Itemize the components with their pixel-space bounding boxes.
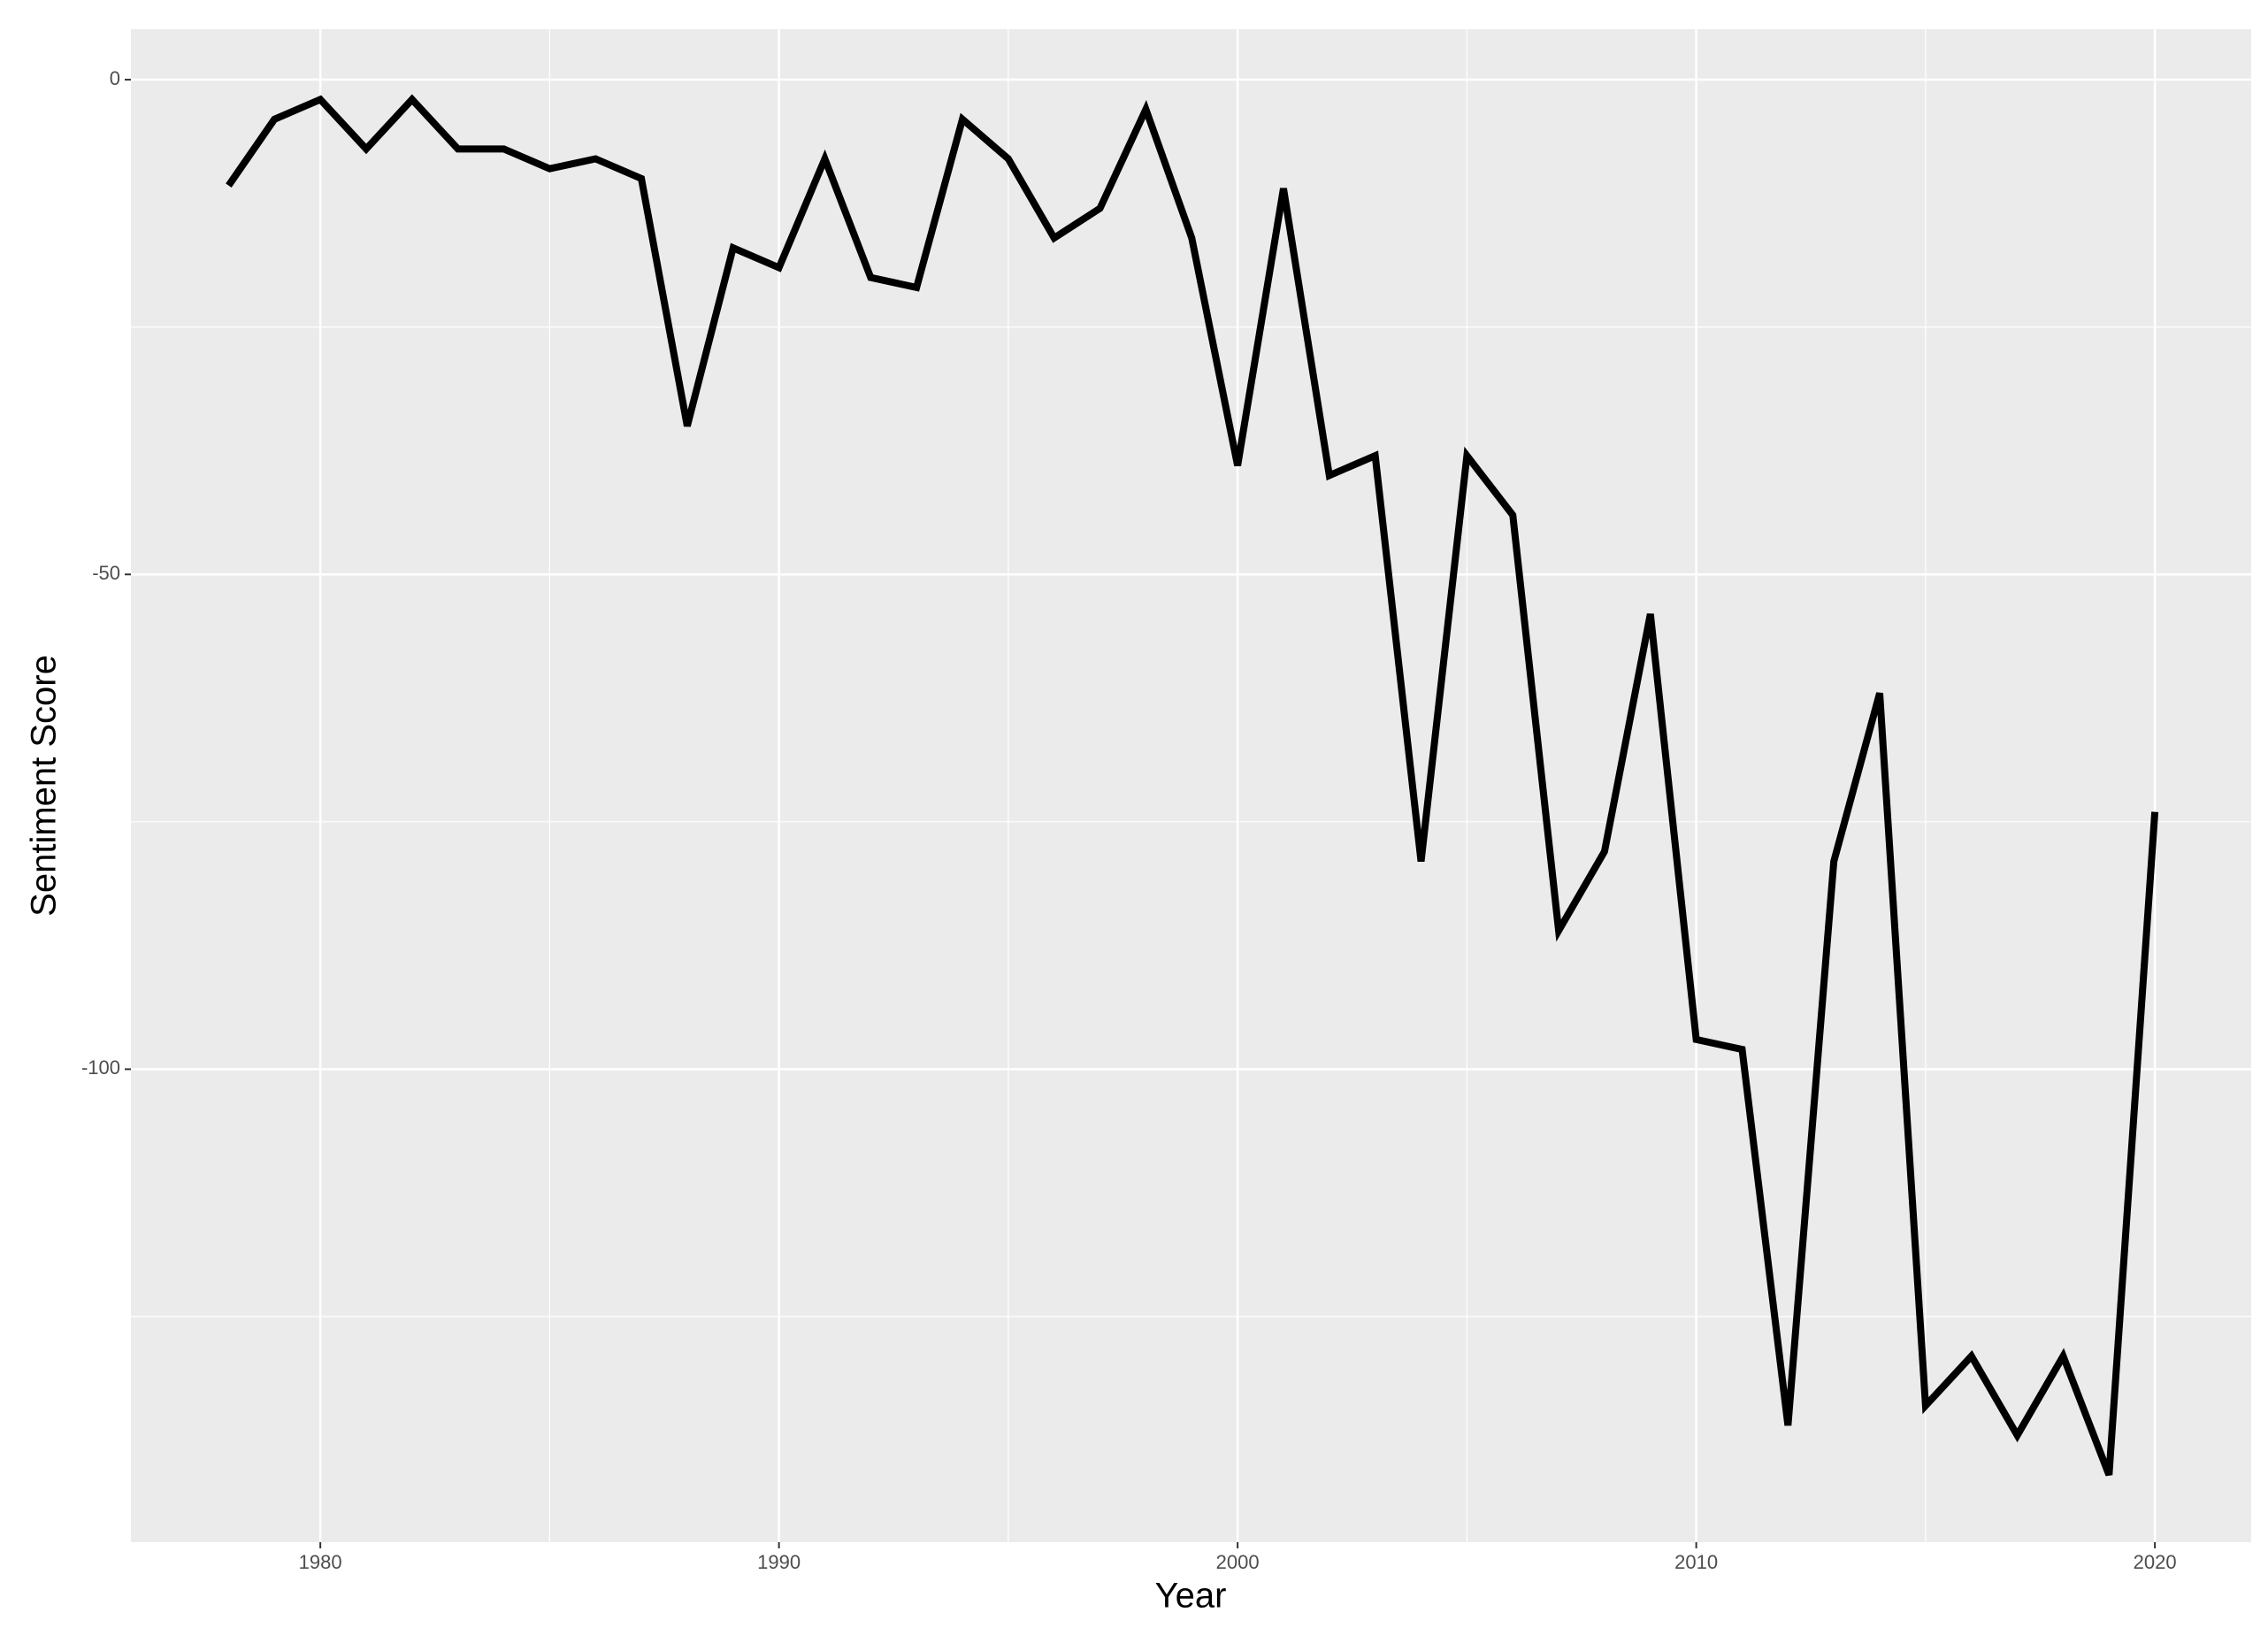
x-axis-title: Year bbox=[1155, 1577, 1227, 1616]
y-tick-label: -100 bbox=[81, 1056, 120, 1079]
x-tick-label: 1990 bbox=[757, 1551, 801, 1573]
y-tick-label: -50 bbox=[92, 562, 120, 584]
x-tick-label: 2010 bbox=[1674, 1551, 1718, 1573]
y-tick-label: 0 bbox=[110, 67, 120, 89]
panel bbox=[131, 29, 2251, 1542]
line bbox=[226, 94, 2159, 1477]
y-axis-title: Sentiment Score bbox=[25, 655, 64, 917]
x-tick-label: 2020 bbox=[2134, 1551, 2177, 1573]
x-tick-label: 1980 bbox=[299, 1551, 342, 1573]
x-tick-label: 2000 bbox=[1216, 1551, 1260, 1573]
